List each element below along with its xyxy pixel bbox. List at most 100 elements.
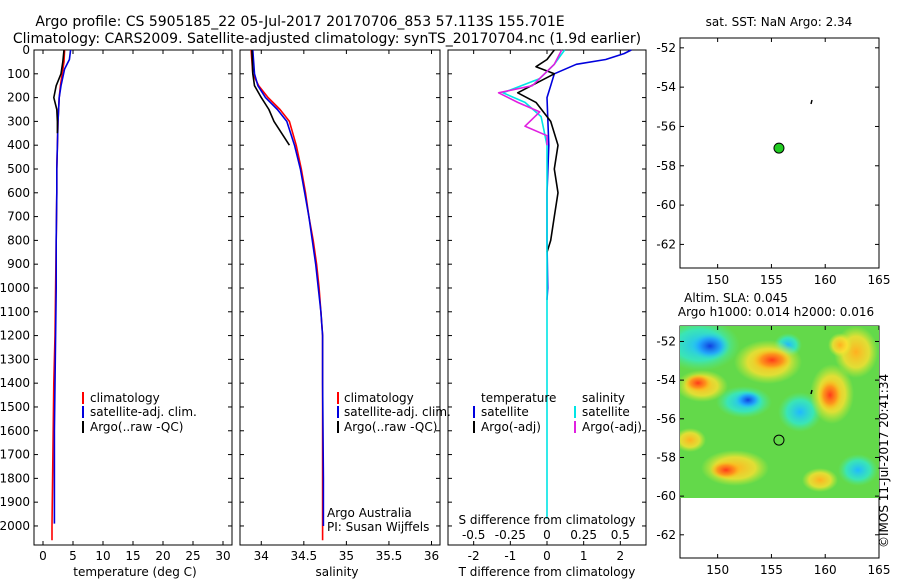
- lon-tick-label: 155: [760, 563, 783, 577]
- argo-float-marker: [773, 434, 785, 446]
- depth-tick-label: 1000: [0, 281, 30, 295]
- lon-tick-label: 160: [814, 563, 837, 577]
- argo-australia-label: Argo Australia: [327, 506, 412, 520]
- salinity-profiles: [250, 49, 325, 541]
- lat-tick-label: -52: [656, 41, 676, 55]
- depth-tick-label: 800: [7, 233, 30, 247]
- sla-blob: [710, 461, 742, 479]
- imos-watermark: ©IMOS 11-Jul-2017 20:41:34: [877, 374, 891, 548]
- x-tick-label: 35.5: [376, 549, 403, 563]
- legend-t-argo-label: Argo(-adj): [481, 420, 541, 434]
- temperature-legend: climatology satellite-adj. clim. Argo(..…: [82, 391, 197, 434]
- depth-tick-label: 0: [22, 43, 30, 57]
- temperature-plot-frame: [33, 49, 233, 546]
- legend-argo-label: Argo(..raw -QC): [90, 420, 183, 434]
- sla-blob: [680, 428, 706, 452]
- lat-tick-label: -60: [656, 489, 676, 503]
- depth-tick-label: 1700: [0, 448, 30, 462]
- salinity-plot-frame: [239, 49, 441, 546]
- s-difference-tick-label: -0.5: [462, 528, 485, 542]
- lon-tick-label: 165: [868, 273, 891, 287]
- difference-legend: temperature salinity satellite Argo(-adj…: [473, 391, 642, 434]
- lat-tick-label: -56: [656, 119, 676, 133]
- sla-blob: [752, 349, 792, 371]
- x-tick-label: 0: [543, 549, 551, 563]
- depth-tick-label: 200: [7, 91, 30, 105]
- sla-map-coast-fragment: [810, 389, 813, 395]
- sst-map-lat-axis: -52 -54 -56 -58 -60 -62: [656, 41, 879, 251]
- x-tick-label: 34.5: [290, 549, 317, 563]
- depth-tick-label: 700: [7, 210, 30, 224]
- depth-tick-label: 1400: [0, 376, 30, 390]
- depth-tick-label: 900: [7, 257, 30, 271]
- lon-tick-label: 165: [868, 563, 891, 577]
- sla-blob: [818, 379, 842, 411]
- legend-argo-label: Argo(..raw -QC): [344, 420, 437, 434]
- salinity-x-axis: 34 34.5 35 35.5 36: [254, 50, 439, 563]
- x-tick-label: 34: [254, 549, 269, 563]
- sla-blob: [690, 332, 730, 360]
- s-difference-tick-label: 0.25: [570, 528, 597, 542]
- sla-blob: [828, 333, 852, 357]
- depth-tick-label: 1900: [0, 495, 30, 509]
- sst-map-float-markers: [773, 142, 785, 154]
- legend-climatology-label: climatology: [90, 391, 160, 405]
- legend-satellite-label: satellite-adj. clim.: [90, 405, 197, 419]
- difference-depth-ticks: [448, 49, 646, 527]
- s-difference-axis: -0.5 -0.25 0 0.25 0.5: [462, 528, 630, 542]
- sst-map-panel: sat. SST: NaN Argo: 2.34 -52 -54 -56 -58 -60…: [656, 15, 890, 287]
- temperature-x-label: temperature (deg C): [73, 565, 196, 579]
- legend-temperature-header: temperature: [481, 391, 556, 405]
- sla-map-panel: Altim. SLA: 0.045 Argo h1000: 0.014 h200…: [656, 291, 890, 577]
- sla-blob: [684, 374, 712, 392]
- difference-panel: -2 -1 0 1 2 -0.5 -0.25 0 0.25 0.5 T difference f…: [447, 49, 647, 579]
- sla-map-subtitle: Argo h1000: 0.014 h2000: 0.016: [678, 305, 874, 319]
- lat-tick-label: -52: [656, 334, 676, 348]
- series-line-satellite-adj-clim: [53, 49, 72, 524]
- sla-map-lat-axis: -52 -54 -56 -58 -60 -62: [656, 334, 879, 542]
- sla-heatmap: [680, 326, 879, 498]
- lat-tick-label: -62: [656, 528, 676, 542]
- depth-tick-label: 400: [7, 138, 30, 152]
- sla-map-lon-axis: 150 155 160 165: [706, 326, 890, 577]
- s-difference-tick-label: 0.5: [611, 528, 630, 542]
- temperature-panel: 0100200300400500600700800900100011001200…: [0, 43, 233, 579]
- sla-blob: [838, 454, 878, 486]
- salinity-depth-ticks: [240, 49, 440, 527]
- sla-map-title: Altim. SLA: 0.045: [684, 291, 788, 305]
- x-tick-label: -1: [504, 549, 516, 563]
- sla-blob: [802, 468, 838, 492]
- s-difference-label: S difference from climatology: [459, 513, 636, 527]
- x-tick-label: 2: [617, 549, 625, 563]
- depth-axis: 0 100 200 300 400 500 600 700 800 900 1000 1100 1200…: [0, 43, 232, 533]
- x-tick-label: 15: [125, 549, 140, 563]
- series-line-salinity-satellite: [502, 49, 566, 519]
- salinity-x-label: salinity: [315, 565, 358, 579]
- temperature-x-axis: 0 5 10 15 20 25 30: [39, 50, 231, 563]
- lon-tick-label: 150: [706, 563, 729, 577]
- argo-float-marker: [773, 142, 785, 154]
- sst-map-lon-axis: 150 155 160 165: [706, 38, 890, 287]
- x-tick-label: 1: [580, 549, 588, 563]
- series-line-argo-raw-qc: [251, 49, 291, 146]
- difference-profiles: [497, 49, 632, 519]
- lon-tick-label: 160: [814, 273, 837, 287]
- depth-tick-label: 100: [7, 67, 30, 81]
- depth-tick-label: 1800: [0, 471, 30, 485]
- salinity-legend: climatology satellite-adj. clim. Argo(..…: [337, 391, 451, 434]
- pi-label: PI: Susan Wijffels: [327, 520, 429, 534]
- t-difference-x-label: T difference from climatology: [458, 565, 636, 579]
- sst-map-coast-fragment: [810, 99, 813, 105]
- salinity-panel: 34 34.5 35 35.5 36 salinity climatology sate…: [239, 49, 451, 579]
- lat-tick-label: -54: [656, 373, 676, 387]
- header-line-2: Climatology: CARS2009. Satellite-adjuste…: [13, 31, 641, 47]
- series-line-argo-raw-qc: [52, 49, 65, 134]
- sla-blob: [734, 391, 762, 409]
- header-line-1: Argo profile: CS 5905185_22 05-Jul-2017 …: [35, 14, 564, 30]
- depth-tick-label: 1600: [0, 424, 30, 438]
- series-line-satellite-adj-clim: [252, 49, 325, 526]
- series-line-temperature-satellite: [546, 49, 632, 300]
- legend-s-satellite-label: satellite: [582, 405, 630, 419]
- lat-tick-label: -54: [656, 80, 676, 94]
